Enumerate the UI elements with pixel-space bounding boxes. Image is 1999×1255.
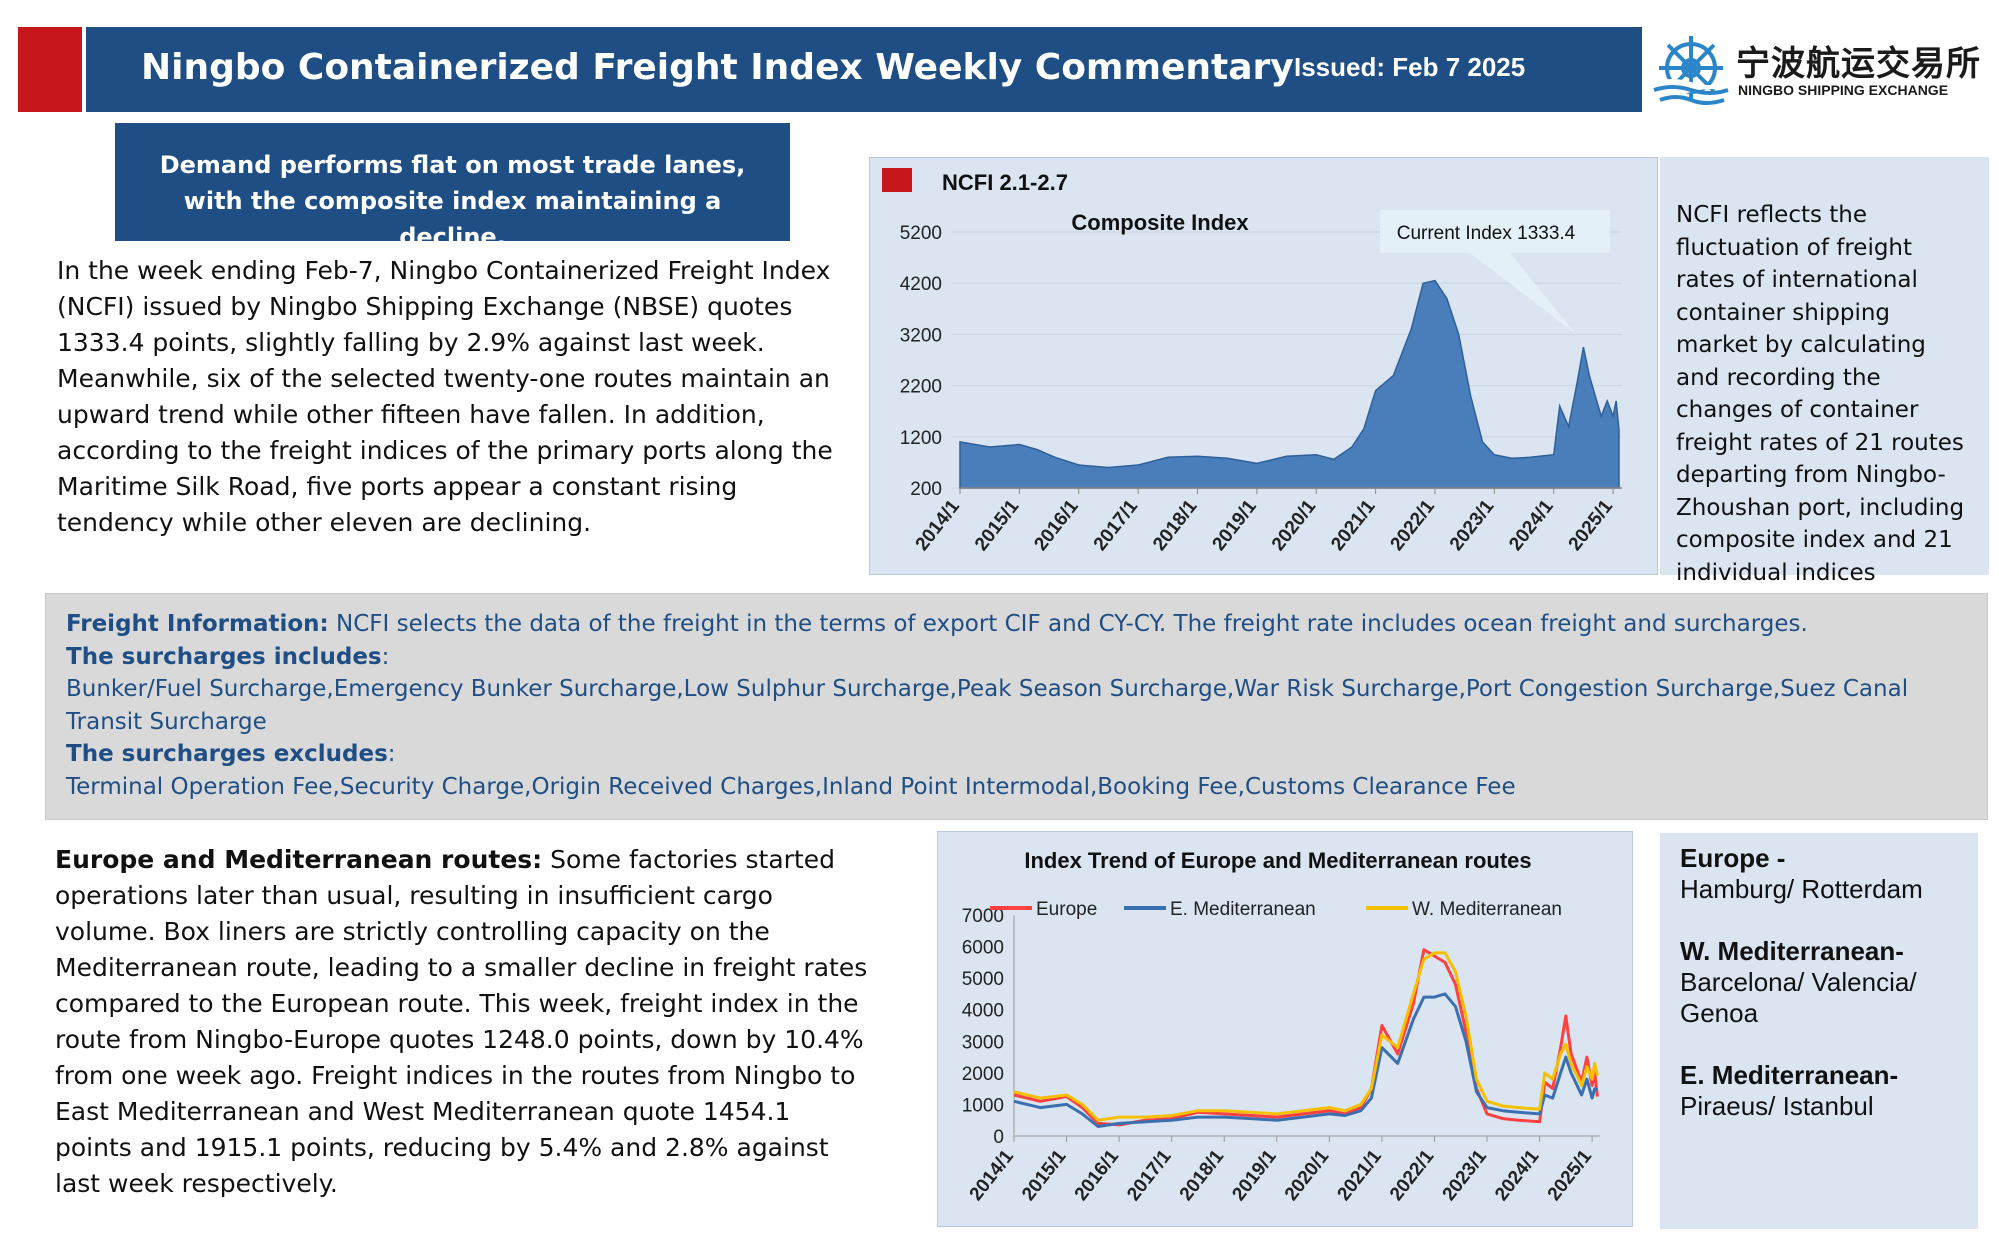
x-tick-label: 2019/1 bbox=[1208, 496, 1261, 555]
surcharges-excludes-heading: The surcharges excludes: bbox=[66, 738, 1967, 771]
x-tick-label: 2022/1 bbox=[1386, 1146, 1439, 1205]
callout-bubble bbox=[1380, 210, 1610, 334]
route-name: Europe - bbox=[1680, 843, 1786, 873]
series-line bbox=[1013, 951, 1599, 1122]
logo-name-cn: 宁波航运交易所 bbox=[1736, 44, 1981, 84]
legend-label: W. Mediterranean bbox=[1412, 899, 1562, 920]
route-europe: Europe - Hamburg/ Rotterdam bbox=[1680, 843, 1958, 905]
x-tick-label: 2016/1 bbox=[1030, 496, 1083, 555]
series-line bbox=[1013, 992, 1599, 1128]
y-tick-label: 4000 bbox=[962, 1001, 1004, 1022]
surcharges-excludes-colon: : bbox=[387, 741, 396, 767]
ncfi-description-text: NCFI reflects the fluctuation of freight… bbox=[1676, 202, 1965, 586]
page-title: Ningbo Containerized Freight Index Weekl… bbox=[141, 47, 1294, 88]
logo-name-en: NINGBO SHIPPING EXCHANGE bbox=[1738, 82, 1949, 98]
legend-label: E. Mediterranean bbox=[1170, 899, 1316, 920]
x-tick-label: 2023/1 bbox=[1439, 1146, 1492, 1205]
intro-paragraph: In the week ending Feb-7, Ningbo Contain… bbox=[57, 256, 833, 537]
chart-title: Composite Index bbox=[1071, 210, 1249, 235]
header-bar: Ningbo Containerized Freight Index Weekl… bbox=[86, 27, 1642, 112]
surcharges-includes-colon: : bbox=[381, 643, 390, 670]
freight-info-panel: Freight Information: NCFI selects the da… bbox=[45, 593, 1988, 820]
x-tick-label: 2015/1 bbox=[971, 496, 1024, 555]
x-tick-label: 2017/1 bbox=[1090, 496, 1143, 555]
composite-index-chart: 200 1200 2200 3200 4200 5200 2014/1 2015/1 2016/… bbox=[900, 210, 1622, 555]
x-tick-label: 2020/1 bbox=[1281, 1146, 1334, 1205]
composite-index-area bbox=[959, 279, 1620, 489]
legend-label: Europe bbox=[1036, 899, 1097, 920]
route-w-mediterranean: W. Mediterranean- Barcelona/ Valencia/ G… bbox=[1680, 936, 1958, 1029]
x-tick-label: 2015/1 bbox=[1018, 1146, 1071, 1205]
freight-info-line: Freight Information: NCFI selects the da… bbox=[66, 608, 1967, 641]
route-e-mediterranean: E. Mediterranean- Piraeus/ Istanbul bbox=[1680, 1060, 1958, 1122]
y-tick-label: 5000 bbox=[962, 969, 1004, 990]
x-tick-label: 2018/1 bbox=[1176, 1146, 1229, 1205]
x-tick-label: 2025/1 bbox=[1544, 1146, 1597, 1205]
europe-med-chart-panel: Index Trend of Europe and Mediterranean … bbox=[937, 831, 1633, 1227]
x-tick-label: 2017/1 bbox=[1123, 1146, 1176, 1205]
issue-date: Issued: Feb 7 2025 bbox=[1294, 52, 1526, 82]
y-tick-label: 6000 bbox=[962, 938, 1004, 959]
ncfi-description-panel: NCFI reflects the fluctuation of freight… bbox=[1660, 157, 1989, 586]
route-ports: Barcelona/ Valencia/ Genoa bbox=[1680, 967, 1917, 1028]
y-tick-label: 3000 bbox=[962, 1032, 1004, 1053]
ship-wheel-icon bbox=[1653, 36, 1729, 105]
x-tick-label: 2018/1 bbox=[1149, 496, 1202, 555]
x-tick-label: 2020/1 bbox=[1268, 496, 1321, 555]
x-tick-label: 2014/1 bbox=[966, 1146, 1019, 1205]
x-tick-label: 2022/1 bbox=[1387, 496, 1440, 555]
surcharges-includes-label: The surcharges includes bbox=[66, 643, 382, 670]
y-tick-label: 7000 bbox=[962, 906, 1004, 927]
x-tick-label: 2024/1 bbox=[1491, 1146, 1544, 1205]
x-tick-label: 2025/1 bbox=[1565, 496, 1618, 555]
series-line bbox=[1013, 948, 1599, 1127]
x-tick-label: 2024/1 bbox=[1505, 496, 1558, 555]
y-tick-label: 5200 bbox=[900, 223, 942, 244]
y-tick-label: 4200 bbox=[900, 274, 942, 295]
logo: 宁波航运交易所 NINGBO SHIPPING EXCHANGE bbox=[1652, 30, 1982, 110]
headline-text: Demand performs flat on most trade lanes… bbox=[159, 151, 746, 251]
surcharges-includes-list: Bunker/Fuel Surcharge,Emergency Bunker S… bbox=[66, 676, 1909, 735]
x-tick-label: 2023/1 bbox=[1446, 496, 1499, 555]
current-index-callout: Current Index 1333.4 bbox=[1397, 223, 1576, 244]
y-tick-label: 3200 bbox=[900, 325, 942, 346]
surcharges-excludes-label: The surcharges excludes bbox=[66, 741, 388, 767]
freight-info-text: NCFI selects the data of the freight in … bbox=[328, 611, 1808, 637]
composite-chart-panel: NCFI 2.1-2.7 200 1200 2200 3200 4200 5200 2014… bbox=[869, 157, 1658, 575]
x-tick-label: 2014/1 bbox=[912, 496, 965, 555]
x-tick-label: 2016/1 bbox=[1071, 1146, 1124, 1205]
x-tick-label: 2021/1 bbox=[1333, 1146, 1386, 1205]
europe-med-text: Some factories started operations later … bbox=[55, 845, 868, 1198]
route-ports: Piraeus/ Istanbul bbox=[1680, 1091, 1874, 1121]
europe-med-paragraph: Europe and Mediterranean routes: Some fa… bbox=[55, 842, 875, 1202]
header-accent-block bbox=[18, 27, 82, 112]
y-tick-label: 1000 bbox=[962, 1095, 1004, 1116]
route-name: W. Mediterranean- bbox=[1680, 936, 1904, 966]
surcharges-excludes-list: Terminal Operation Fee,Security Charge,O… bbox=[66, 773, 1516, 800]
route-ports-panel: Europe - Hamburg/ Rotterdam W. Mediterra… bbox=[1660, 833, 1978, 1229]
chart1-legend-label: NCFI 2.1-2.7 bbox=[942, 170, 1068, 195]
y-tick-label: 2000 bbox=[962, 1064, 1004, 1085]
chart-title: Index Trend of Europe and Mediterranean … bbox=[1024, 848, 1531, 873]
headline-box: Demand performs flat on most trade lanes… bbox=[115, 123, 790, 251]
europe-med-trend-chart: Index Trend of Europe and Mediterranean … bbox=[962, 848, 1600, 1205]
y-tick-label: 2200 bbox=[900, 377, 942, 398]
route-name: E. Mediterranean- bbox=[1680, 1060, 1899, 1090]
y-tick-label: 0 bbox=[993, 1127, 1004, 1148]
x-tick-label: 2021/1 bbox=[1327, 496, 1380, 555]
x-tick-label: 2019/1 bbox=[1228, 1146, 1281, 1205]
y-tick-label: 1200 bbox=[900, 428, 942, 449]
freight-info-label: Freight Information: bbox=[66, 611, 329, 637]
y-tick-label: 200 bbox=[910, 479, 942, 500]
surcharges-includes-heading: The surcharges includes: bbox=[66, 641, 1967, 674]
route-ports: Hamburg/ Rotterdam bbox=[1680, 874, 1923, 904]
europe-med-label: Europe and Mediterranean routes: bbox=[55, 845, 543, 874]
chart1-legend-swatch bbox=[882, 168, 912, 192]
